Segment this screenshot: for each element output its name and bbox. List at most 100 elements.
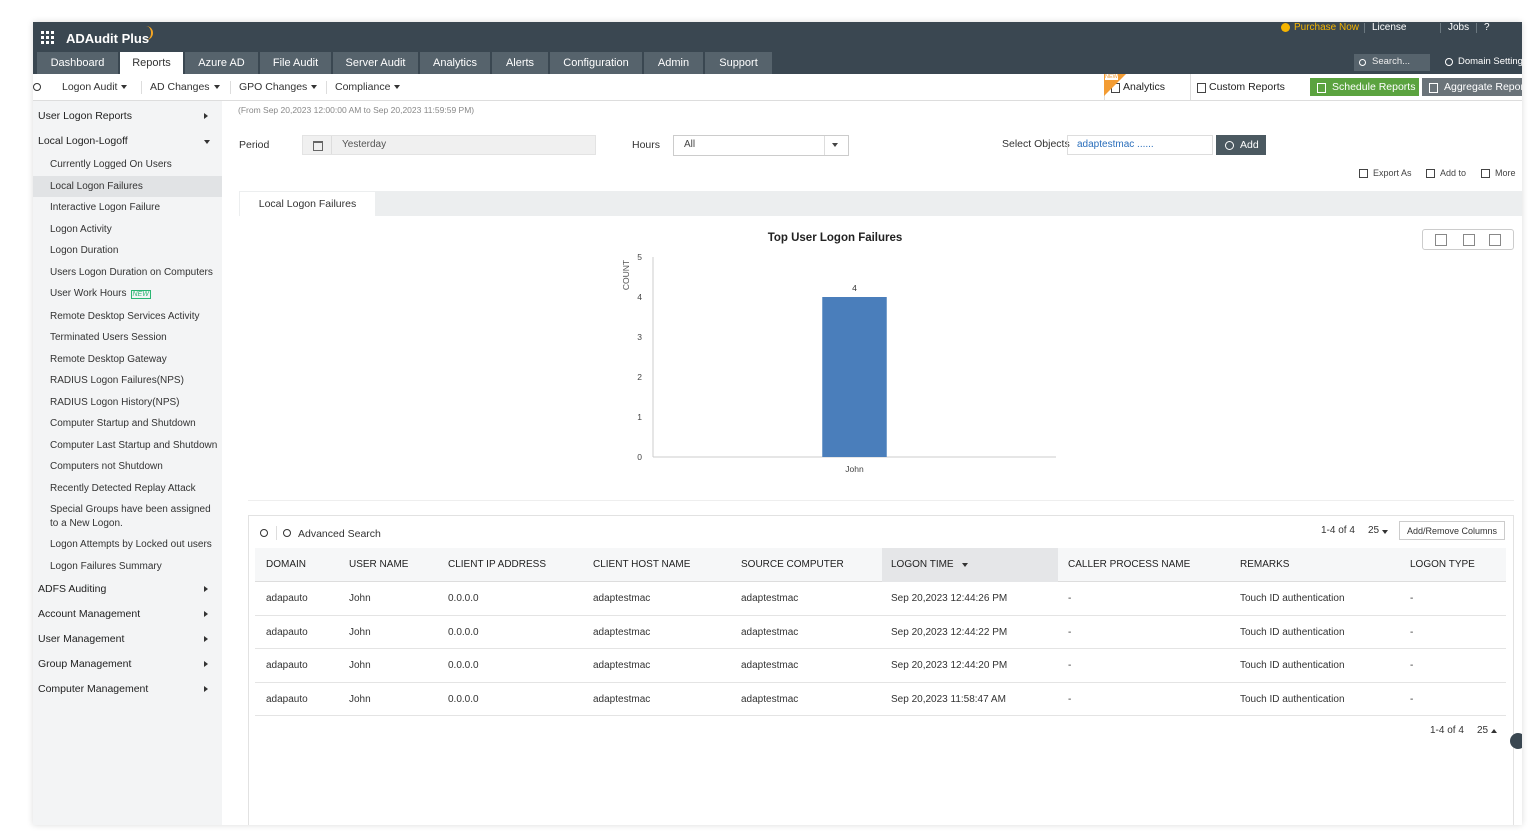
action-button[interactable]: Schedule Reports	[1310, 78, 1419, 96]
sidebar-item[interactable]: Logon Activity	[50, 223, 112, 235]
nav-tab[interactable]: Configuration	[550, 52, 642, 74]
nav-tab[interactable]: Admin	[644, 52, 703, 74]
y-axis-label: COUNT	[621, 260, 631, 290]
sidebar-item[interactable]: Interactive Logon Failure	[50, 202, 161, 213]
column-header[interactable]: DOMAIN	[266, 559, 306, 570]
sidebar-item[interactable]: Remote Desktop Services Activity	[50, 310, 200, 322]
table-cell: -	[1068, 660, 1072, 671]
page-size[interactable]: 25	[1477, 725, 1497, 736]
action-icon	[1426, 169, 1435, 178]
sidebar-group[interactable]: User Management	[33, 627, 222, 652]
action-button[interactable]: Custom Reports	[1190, 74, 1305, 100]
menu-dropdown[interactable]: Compliance	[335, 74, 400, 100]
top-link[interactable]: Purchase Now	[1294, 22, 1360, 33]
date-range: (From Sep 20,2023 12:00:00 AM to Sep 20,…	[238, 105, 475, 115]
top-link[interactable]: Jobs	[1448, 22, 1470, 33]
column-header[interactable]: CLIENT HOST NAME	[593, 559, 691, 570]
action-button[interactable]: Aggregate Reports	[1422, 78, 1522, 96]
chat-icon[interactable]	[1510, 733, 1522, 749]
sidebar-group[interactable]: Group Management	[33, 652, 222, 677]
sidebar-item[interactable]: Computer Last Startup and Shutdown	[50, 439, 218, 451]
report-action[interactable]: Export As	[1373, 168, 1412, 178]
column-header[interactable]: SOURCE COMPUTER	[741, 559, 844, 570]
sidebar-group[interactable]: Account Management	[33, 602, 222, 627]
grid-icon-dot	[46, 36, 49, 39]
sidebar-item[interactable]: RADIUS Logon Failures(NPS)	[50, 375, 184, 386]
sidebar-item[interactable]: Local Logon Failures	[33, 175, 222, 197]
period-input[interactable]: Yesterday	[302, 135, 596, 155]
nav-tab[interactable]: File Audit	[260, 52, 331, 74]
sidebar-item[interactable]: User Work Hours NEW	[50, 288, 151, 299]
table-cell: 0.0.0.0	[448, 660, 479, 671]
nav-tab[interactable]: Alerts	[492, 52, 548, 74]
column-header[interactable]: REMARKS	[1240, 559, 1290, 570]
y-tick-label: 2	[637, 372, 642, 382]
search-box[interactable]: Search...	[1354, 54, 1430, 71]
bar	[822, 297, 887, 457]
add-button[interactable]: Add	[1216, 135, 1266, 155]
sidebar-item[interactable]: Logon Duration	[50, 245, 119, 256]
sidebar-group[interactable]: ADFS Auditing	[33, 577, 222, 602]
caret-icon	[962, 563, 968, 567]
report-action[interactable]: More	[1495, 168, 1516, 178]
calendar-icon	[313, 141, 323, 151]
column-header[interactable]: CLIENT IP ADDRESS	[448, 559, 546, 570]
page-size[interactable]: 25	[1368, 525, 1388, 536]
top-link[interactable]: License	[1372, 22, 1407, 33]
sidebar-item[interactable]: RADIUS Logon History(NPS)	[50, 396, 180, 408]
sidebar-group[interactable]: Computer Management	[33, 677, 222, 702]
caret-icon	[204, 113, 208, 119]
table-cell: -	[1410, 626, 1414, 638]
table-cell: -	[1410, 660, 1414, 671]
separator	[230, 81, 231, 94]
columns-button[interactable]: Add/Remove Columns	[1399, 521, 1505, 540]
sidebar-item[interactable]: Users Logon Duration on Computers	[50, 266, 213, 278]
sidebar-item[interactable]: Recently Detected Replay Attack	[50, 482, 196, 494]
chart-tools[interactable]	[1422, 229, 1514, 250]
table-cell: adapauto	[266, 593, 308, 604]
table-cell: Touch ID authentication	[1240, 593, 1345, 604]
column-header[interactable]: LOGON TYPE	[1410, 559, 1475, 570]
chart-tool-icon[interactable]	[1435, 234, 1447, 246]
column-header[interactable]: LOGON TIME	[891, 559, 968, 570]
y-tick-label: 1	[637, 412, 642, 422]
report-tab[interactable]: Local Logon Failures	[240, 192, 375, 216]
nav-tab[interactable]: Server Audit	[333, 52, 418, 74]
sidebar-item[interactable]: Logon Attempts by Locked out users	[50, 539, 212, 550]
table-cell: adaptestmac	[593, 693, 651, 705]
y-tick-label: 3	[637, 332, 642, 342]
sidebar-group[interactable]: Local Logon-Logoff	[33, 129, 222, 154]
header-bar: ADAudit Plus Purchase Now License Jobs? Dash…	[33, 22, 1522, 74]
column-header[interactable]: USER NAME	[349, 559, 409, 570]
report-action[interactable]: Add to	[1440, 168, 1467, 178]
sidebar-item[interactable]: Computers not Shutdown	[50, 461, 163, 472]
pagination: 1-4 of 4	[1430, 725, 1464, 736]
column-header[interactable]: CALLER PROCESS NAME	[1068, 559, 1191, 570]
menu-dropdown[interactable]: AD Changes	[150, 74, 220, 100]
nav-tab[interactable]: Azure AD	[185, 52, 258, 74]
chart-tool-icon[interactable]	[1489, 234, 1501, 246]
nav-tab[interactable]: Analytics	[420, 52, 490, 74]
advanced-search[interactable]: Advanced Search	[298, 528, 381, 540]
objects-input[interactable]: adaptestmac ......	[1067, 135, 1213, 155]
chart-tool-icon[interactable]	[1463, 234, 1475, 246]
sidebar-item[interactable]: Terminated Users Session	[50, 332, 167, 343]
caret-icon	[311, 85, 317, 89]
table-cell: -	[1068, 593, 1072, 604]
sidebar-item[interactable]: Remote Desktop Gateway	[50, 353, 167, 365]
top-link[interactable]: ?	[1484, 22, 1490, 33]
domain-settings[interactable]: Domain Settings	[1458, 56, 1522, 67]
sidebar-item[interactable]: Special Groups have been assigned to a N…	[50, 504, 211, 529]
table-row	[255, 582, 1506, 616]
nav-tab[interactable]: Reports	[120, 52, 183, 74]
hours-select[interactable]: All	[673, 135, 849, 156]
sidebar-item[interactable]: Logon Failures Summary	[50, 560, 162, 572]
table-cell: 0.0.0.0	[448, 593, 479, 604]
menu-dropdown[interactable]: GPO Changes	[239, 74, 317, 100]
nav-tab[interactable]: Support	[705, 52, 772, 74]
sidebar-item[interactable]: Currently Logged On Users	[50, 159, 172, 170]
sidebar-item[interactable]: Computer Startup and Shutdown	[50, 418, 196, 429]
sidebar-group[interactable]: User Logon Reports	[33, 104, 222, 129]
menu-dropdown[interactable]: Logon Audit	[62, 74, 127, 100]
nav-tab[interactable]: Dashboard	[37, 52, 118, 74]
